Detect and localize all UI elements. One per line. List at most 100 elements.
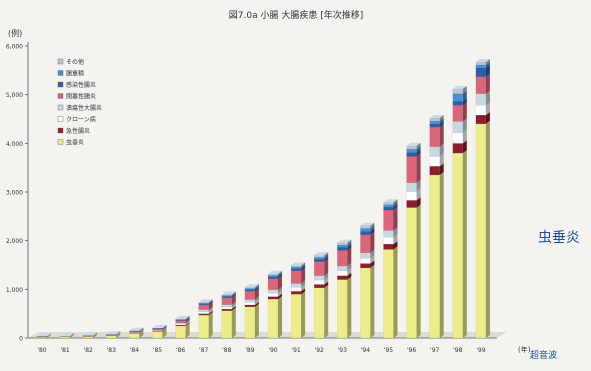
x-tick-label: '93 — [338, 347, 347, 354]
bar-segment — [245, 307, 255, 338]
bar-segment — [430, 147, 440, 157]
bar-segment — [245, 290, 255, 292]
bar-stack — [291, 262, 305, 338]
legend-label: クローン病 — [66, 116, 96, 124]
legend-swatch — [58, 105, 63, 110]
bar-segment — [199, 302, 209, 303]
y-tick-label: 1,000 — [6, 287, 23, 294]
bar-segment — [430, 156, 440, 166]
legend-label: 感染性腸炎 — [66, 81, 96, 89]
bar-segment — [407, 153, 417, 157]
bar-segment — [199, 315, 209, 338]
x-tick-label: '80 — [37, 347, 46, 354]
x-tick-label: '92 — [315, 347, 324, 354]
bar-segment-side — [255, 304, 259, 338]
x-tick-label: '90 — [268, 347, 277, 354]
bar-segment — [106, 336, 116, 338]
bar-segment — [407, 183, 417, 192]
bar-segment — [291, 271, 301, 284]
bar-segment — [360, 258, 370, 263]
bar-stack — [268, 271, 282, 338]
y-tick-label: 3,000 — [6, 190, 23, 197]
bar-segment — [384, 207, 394, 210]
legend-label: その他 — [66, 58, 84, 66]
bar-segment — [268, 299, 278, 338]
bar-segment — [453, 153, 463, 338]
bar-segment — [222, 311, 232, 338]
y-tick-label: 6,000 — [6, 44, 23, 51]
bar-stack — [430, 115, 444, 338]
bar-segment — [199, 314, 209, 315]
x-tick-label: '96 — [407, 347, 416, 354]
bar-segment-side — [301, 291, 305, 338]
bar-segment — [268, 290, 278, 293]
bar-stack — [199, 299, 213, 338]
bar-segment — [453, 89, 463, 94]
legend-label: 急性腸炎 — [66, 127, 90, 135]
bar-segment — [245, 291, 255, 299]
bar-segment — [337, 243, 347, 245]
bar-stack — [222, 291, 236, 338]
annotation-appendicitis: 虫垂炎 — [538, 230, 580, 246]
bar-segment — [268, 293, 278, 296]
bar-segment — [360, 226, 370, 229]
bar-segment-side — [440, 172, 444, 338]
bar-segment — [453, 101, 463, 105]
bar-segment — [337, 266, 347, 271]
bar-segment — [314, 284, 324, 287]
bar-segment-side — [278, 296, 282, 338]
bar-segment — [291, 283, 301, 287]
bar-segment — [291, 294, 301, 338]
bar-segment — [291, 265, 301, 267]
bar-segment — [314, 257, 324, 259]
bar-segment — [222, 307, 232, 309]
legend-swatch — [58, 82, 63, 87]
bar-segment — [222, 296, 232, 297]
bar-segment — [268, 279, 278, 290]
y-tick-label: 4,000 — [6, 141, 23, 148]
y-tick-label: 2,000 — [6, 238, 23, 245]
bar-segment-side — [232, 308, 236, 338]
bar-segment — [268, 274, 278, 275]
bar-stack — [453, 86, 467, 338]
bar-segment-side — [417, 153, 421, 182]
bar-segment — [384, 237, 394, 244]
bar-segment-side — [417, 205, 421, 338]
bar-segment — [476, 94, 486, 106]
bar-stack — [360, 223, 374, 338]
bar-segment — [176, 326, 186, 338]
bar-segment — [245, 305, 255, 307]
bar-segment — [407, 208, 417, 338]
x-tick-label: '89 — [245, 347, 254, 354]
x-tick-label: '88 — [222, 347, 231, 354]
bar-segment — [407, 146, 417, 149]
x-tick-label: '84 — [130, 347, 139, 354]
bar-segment — [360, 229, 370, 232]
bar-segment — [384, 230, 394, 237]
bar-segment-side — [463, 102, 467, 121]
bar-segment — [384, 249, 394, 338]
bar-segment — [430, 121, 440, 124]
bar-segment — [314, 259, 324, 261]
y-tick-label: 5,000 — [6, 92, 23, 99]
bar-segment — [291, 291, 301, 294]
bar-segment — [314, 262, 324, 276]
bar-segment — [384, 210, 394, 230]
bar-segment-side — [209, 312, 213, 338]
bar-segment — [360, 268, 370, 338]
bar-segment — [430, 175, 440, 338]
bar-segment — [337, 271, 347, 276]
bar-segment — [268, 277, 278, 279]
bar-segment — [245, 300, 255, 303]
bar-segment — [453, 143, 463, 153]
bar-segment — [476, 62, 486, 65]
bar-stack — [384, 199, 398, 338]
bar-segment — [245, 287, 255, 288]
y-axis-unit: (例) — [8, 28, 22, 38]
bar-segment — [199, 312, 209, 314]
bar-segment-side — [370, 265, 374, 338]
bar-segment — [407, 149, 417, 152]
bar-segment — [430, 166, 440, 175]
